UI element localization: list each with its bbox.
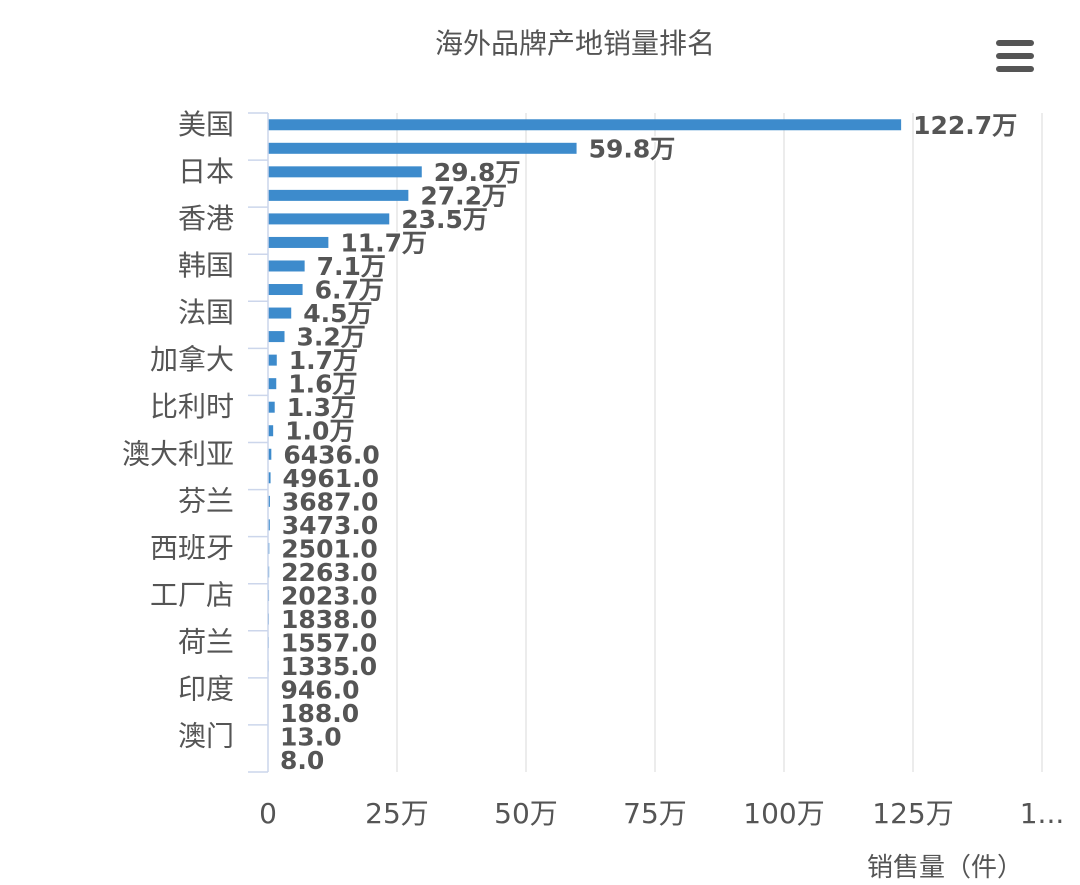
data-label: 59.8万 <box>589 134 676 163</box>
data-label: 1.6万 <box>288 370 357 399</box>
data-label: 2501.0 <box>281 534 377 563</box>
category-label: 澳门 <box>178 720 234 753</box>
data-label: 6436.0 <box>283 440 379 469</box>
data-label: 7.1万 <box>317 252 386 281</box>
category-label: 香港 <box>178 202 234 235</box>
bar <box>268 236 329 248</box>
data-label: 1335.0 <box>281 652 377 681</box>
category-label: 芬兰 <box>178 484 234 517</box>
category-label: 工厂店 <box>150 578 234 611</box>
bar <box>268 495 270 507</box>
bar <box>268 448 272 460</box>
x-tick-label: 75万 <box>623 797 687 830</box>
data-label: 6.7万 <box>315 276 384 305</box>
grid-lines <box>396 113 1043 772</box>
bar <box>268 472 271 484</box>
category-label: 澳大利亚 <box>122 437 234 470</box>
data-label: 8.0 <box>280 746 324 775</box>
data-label: 11.7万 <box>340 228 427 257</box>
chart-title: 海外品牌产地销量排名 <box>434 27 715 60</box>
data-label: 1.3万 <box>287 393 356 422</box>
data-label: 13.0 <box>280 723 342 752</box>
bar <box>268 142 577 154</box>
data-label: 4961.0 <box>283 464 379 493</box>
data-label: 2023.0 <box>281 581 377 610</box>
data-label: 188.0 <box>280 699 359 728</box>
x-tick-label: 50万 <box>494 797 558 830</box>
category-label: 日本 <box>178 155 234 188</box>
category-label: 美国 <box>178 108 234 141</box>
bar <box>268 331 285 343</box>
data-label: 3.2万 <box>297 323 366 352</box>
bar <box>268 284 303 296</box>
bars: 122.7万59.8万29.8万27.2万23.5万11.7万7.1万6.7万4… <box>268 109 1019 777</box>
x-axis: 0 25万 50万 75万 100万 125万 1... <box>259 797 1064 830</box>
data-label: 946.0 <box>280 676 359 705</box>
x-tick-label: 1... <box>1020 797 1065 830</box>
bar <box>268 260 305 272</box>
x-tick-label: 0 <box>259 797 277 830</box>
data-label: 1.7万 <box>289 346 358 375</box>
category-label: 法国 <box>178 296 234 329</box>
x-tick-label: 100万 <box>743 797 824 830</box>
data-label: 29.8万 <box>434 158 521 187</box>
category-label: 西班牙 <box>150 531 234 564</box>
bar <box>268 519 270 531</box>
bar <box>268 119 902 131</box>
data-label: 1557.0 <box>281 629 377 658</box>
category-label: 韩国 <box>178 249 234 282</box>
bar <box>268 378 277 390</box>
data-label: 1838.0 <box>281 605 377 634</box>
category-label: 荷兰 <box>178 626 234 659</box>
bar <box>268 213 390 225</box>
data-label: 3687.0 <box>282 487 378 516</box>
x-tick-label: 25万 <box>365 797 429 830</box>
data-label: 23.5万 <box>401 205 488 234</box>
bar <box>268 354 277 366</box>
bar <box>268 307 292 319</box>
category-label: 印度 <box>178 673 234 706</box>
data-label: 3473.0 <box>282 511 378 540</box>
data-label: 122.7万 <box>913 111 1017 140</box>
category-label: 比利时 <box>150 390 234 423</box>
x-axis-title: 销售量（件） <box>867 853 1023 883</box>
data-label: 1.0万 <box>285 417 354 446</box>
bar <box>268 425 274 437</box>
data-label: 2263.0 <box>281 558 377 587</box>
hamburger-menu-icon[interactable] <box>994 38 1038 74</box>
x-tick-label: 125万 <box>872 797 953 830</box>
bar <box>268 166 422 178</box>
data-label: 4.5万 <box>303 299 372 328</box>
category-label: 加拿大 <box>150 343 234 376</box>
bar <box>268 401 275 413</box>
data-label: 27.2万 <box>420 181 507 210</box>
bar <box>268 189 409 201</box>
